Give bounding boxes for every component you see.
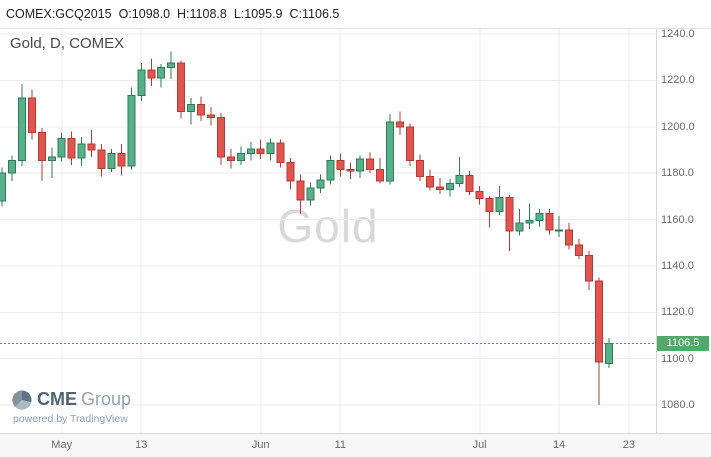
time-axis-label: May [51, 439, 73, 451]
candle-down [117, 152, 126, 167]
candle-up [17, 97, 26, 161]
candle-down [415, 159, 424, 178]
candle-down [286, 162, 295, 182]
candle-down [216, 116, 225, 158]
candle-down [147, 69, 156, 79]
chart-watermark: Gold [277, 200, 379, 252]
candle-up [356, 158, 365, 172]
candle-down [465, 174, 474, 193]
symbol-ohlc-header: COMEX:GCQ2015 O:1098.0 H:1108.8 L:1095.9… [0, 0, 711, 28]
price-axis-label: 1220.0 [661, 74, 695, 87]
candle-up [386, 121, 395, 182]
candle-down [276, 142, 285, 164]
candle-down [376, 169, 385, 182]
candle-down [37, 132, 46, 161]
candle-up [127, 94, 136, 167]
candle-down [475, 191, 484, 200]
candle-up [455, 174, 464, 185]
candle-down [87, 143, 96, 151]
candle-up [316, 179, 325, 189]
candle-down [177, 62, 186, 113]
ohlc-low: L:1095.9 [233, 7, 283, 21]
price-axis-label: 1100.0 [661, 352, 694, 365]
chart-area[interactable]: Gold Gold, D, COMEX 1080.0 1100.0 1120.0 11… [0, 28, 711, 457]
candle-up [525, 220, 534, 224]
time-axis-label: Jul [472, 439, 487, 451]
candle-up [604, 343, 613, 364]
candle-up [535, 213, 544, 222]
cme-logo-icon [12, 389, 32, 410]
candle-down [67, 137, 76, 159]
candle-down [565, 229, 574, 246]
candle-up [187, 104, 196, 113]
time-axis-label: Jun [251, 439, 270, 451]
price-axis-label: 1140.0 [661, 259, 694, 272]
ohlc-high: H:1108.8 [177, 7, 227, 21]
candle-up [266, 142, 275, 154]
candle-down [296, 180, 305, 201]
candle-down [575, 244, 584, 256]
time-axis[interactable]: May 13 Jun 11 Jul 14 23 [0, 433, 711, 457]
price-axis-label: 1160.0 [661, 213, 694, 226]
candle-down [545, 213, 554, 231]
candle-down [346, 169, 355, 172]
candle-up [306, 187, 315, 201]
candle-up [57, 137, 66, 158]
candle-up [167, 62, 176, 69]
candle-down [505, 196, 514, 232]
cme-logo-text: CME [37, 389, 77, 409]
candle-down [197, 104, 205, 116]
candle-down [405, 126, 414, 161]
candle-down [226, 156, 235, 161]
price-axis-label: 1120.0 [661, 306, 694, 319]
candle-up [555, 229, 564, 232]
candle-up [47, 156, 56, 161]
candle-down [485, 198, 494, 212]
candle-up [445, 183, 454, 190]
price-axis-label: 1180.0 [661, 167, 694, 180]
candle-up [246, 148, 255, 154]
candle-up [7, 159, 16, 174]
candlestick-plot[interactable] [0, 29, 656, 433]
ohlc-open: O:1098.0 [118, 7, 171, 21]
cme-group-logo[interactable]: CME Group [12, 389, 131, 410]
candle-up [137, 69, 146, 96]
candle-up [236, 152, 245, 161]
price-axis[interactable]: 1080.0 1100.0 1120.0 1140.0 1160.0 1180.0 1200… [656, 28, 711, 433]
candle-down [206, 114, 215, 118]
price-axis-label: 1200.0 [661, 120, 695, 133]
candle-up [0, 172, 6, 202]
candle-down [97, 149, 106, 169]
candle-down [336, 159, 345, 171]
candle-up [77, 143, 86, 159]
candle-down [595, 280, 603, 363]
price-axis-label: 1240.0 [661, 28, 695, 40]
candle-down [396, 121, 404, 128]
candle-down [425, 176, 434, 188]
time-axis-label: 13 [135, 439, 148, 451]
time-axis-label: 11 [334, 439, 346, 451]
powered-by-tradingview-link[interactable]: powered by TradingView [13, 413, 128, 425]
candle-down [585, 254, 594, 282]
last-price-badge: 1106.5 [657, 336, 709, 352]
chart-title: Gold, D, COMEX [10, 35, 125, 52]
candle-up [107, 152, 116, 169]
candle-up [157, 67, 166, 79]
cme-branding: CME Group powered by TradingView [12, 389, 131, 425]
candle-down [256, 148, 265, 154]
symbol-text: COMEX:GCQ2015 [6, 7, 112, 21]
price-axis-label: 1080.0 [661, 399, 695, 411]
candle-up [326, 159, 335, 181]
time-axis-label: 14 [553, 439, 566, 451]
candle-up [495, 196, 504, 212]
candle-down [27, 97, 36, 134]
candle-down [366, 158, 375, 171]
time-axis-label: 23 [622, 439, 635, 451]
candle-down [435, 186, 444, 190]
ohlc-close: C:1106.5 [289, 7, 340, 21]
candle-up [515, 222, 524, 232]
group-logo-text: Group [81, 389, 132, 409]
